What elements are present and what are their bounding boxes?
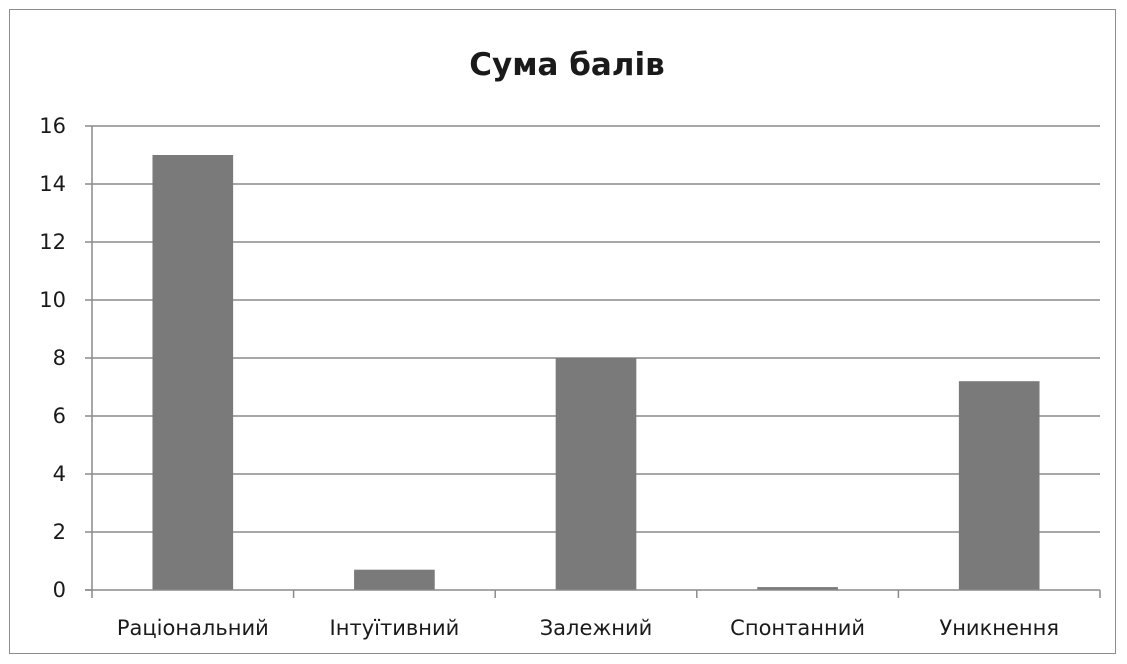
gridlines: [92, 125, 1100, 533]
y-tick-label: 12: [39, 230, 66, 254]
x-category-label: Уникнення: [939, 616, 1059, 640]
y-tick-label: 14: [39, 172, 66, 196]
x-category-label: Інтуїтивний: [330, 616, 460, 640]
y-tick-label: 8: [53, 346, 66, 370]
x-category-label: Спонтанний: [730, 616, 865, 640]
bar-4: [757, 587, 838, 590]
bar-5: [958, 381, 1040, 590]
bar-2: [354, 569, 435, 590]
y-tick-label: 10: [39, 288, 66, 312]
chart-title: Сума балів: [469, 47, 665, 83]
x-category-label: Залежний: [540, 616, 653, 640]
y-tick-label: 4: [53, 462, 66, 486]
axes: [85, 125, 1101, 598]
y-tick-label: 2: [53, 520, 66, 544]
bar-3: [555, 358, 637, 590]
x-category-labels: Раціональний Інтуїтивний Залежний Спонтанни…: [117, 616, 1059, 640]
bars: [152, 155, 1040, 590]
y-tick-label: 0: [53, 578, 66, 602]
y-tick-label: 16: [39, 114, 66, 138]
x-category-label: Раціональний: [117, 616, 269, 640]
bar-1: [152, 155, 234, 590]
y-tick-label: 6: [53, 404, 66, 428]
y-tick-labels: 0 2 4 6 8 10 12 14 16: [39, 114, 66, 602]
